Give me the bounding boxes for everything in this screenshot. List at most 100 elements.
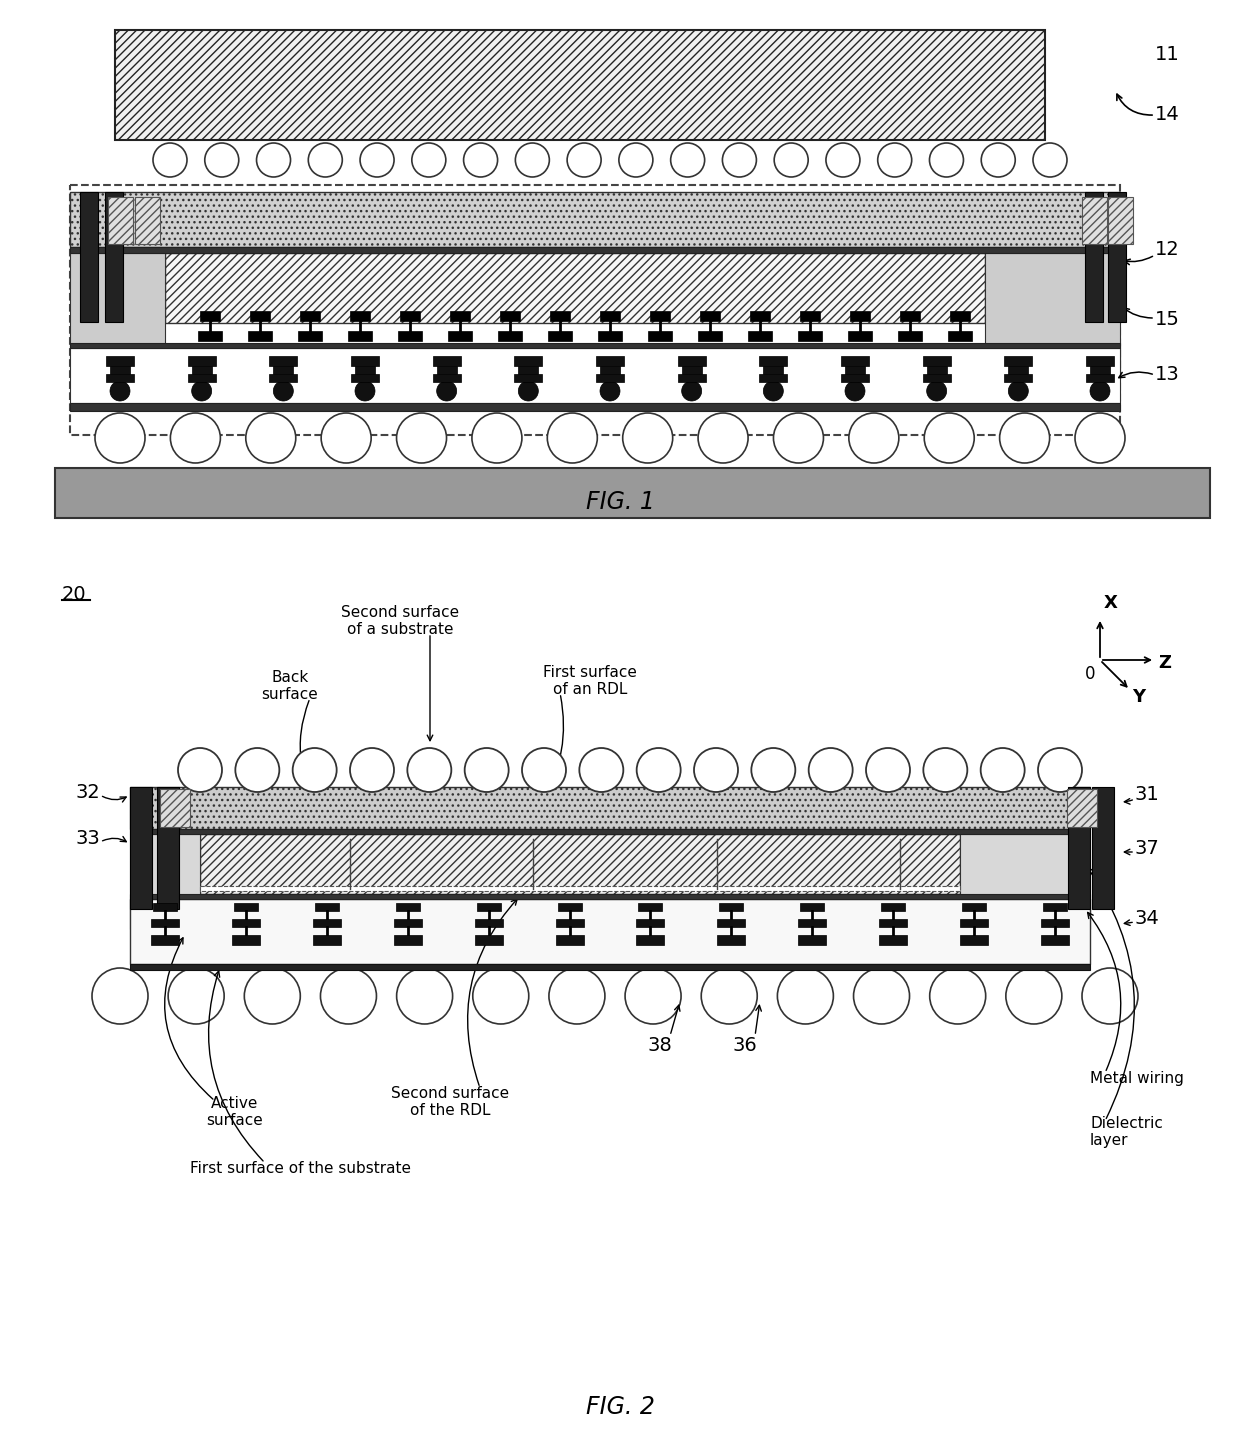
Bar [130,788,1090,830]
Circle shape [397,413,446,464]
Circle shape [682,381,702,401]
Bar [401,311,420,321]
Bar [312,918,341,927]
Ellipse shape [472,968,528,1024]
Circle shape [170,413,221,464]
Bar [130,830,1090,834]
Bar [396,902,419,911]
Bar [926,366,946,373]
Circle shape [981,142,1016,177]
Bar [748,331,773,341]
Bar [960,834,1090,928]
Bar [598,331,622,341]
Bar [898,331,923,341]
Bar [300,311,320,321]
Bar [269,373,298,382]
Bar [351,373,379,382]
Bar [1042,934,1069,944]
Circle shape [179,748,222,792]
Circle shape [698,413,748,464]
Bar [200,834,960,894]
Bar [130,894,1090,899]
Bar [312,934,341,944]
Text: 37: 37 [1135,840,1159,859]
Bar [682,366,702,373]
Bar [759,373,787,382]
Ellipse shape [1006,968,1061,1024]
Bar [105,192,123,323]
Circle shape [412,142,446,177]
Bar [962,902,986,911]
Circle shape [293,748,337,792]
Bar [1086,373,1114,382]
Circle shape [764,381,784,401]
Bar [394,918,422,927]
Circle shape [518,381,538,401]
Circle shape [1038,748,1083,792]
Bar [718,918,745,927]
Circle shape [436,381,456,401]
Bar [130,788,153,910]
Text: Second surface
of a substrate: Second surface of a substrate [341,604,459,638]
Circle shape [273,381,294,401]
Circle shape [600,381,620,401]
Text: 20: 20 [62,586,87,604]
Ellipse shape [930,968,986,1024]
Circle shape [808,748,853,792]
Text: Z: Z [1158,654,1171,671]
Circle shape [926,381,946,401]
Bar [1109,192,1126,323]
Bar [394,934,422,944]
Bar [923,356,951,366]
Bar [151,918,179,927]
Circle shape [110,381,130,401]
Text: Y: Y [1132,689,1145,706]
Ellipse shape [397,968,453,1024]
Circle shape [355,381,374,401]
Ellipse shape [853,968,909,1024]
Bar [548,331,572,341]
Bar [200,311,219,321]
Bar [130,963,1090,971]
Bar [105,356,134,366]
Bar [1008,366,1028,373]
Bar [800,902,825,911]
Bar [248,331,272,341]
Circle shape [924,748,967,792]
Bar [923,373,951,382]
Bar [135,198,160,244]
Bar [269,356,298,366]
Circle shape [153,142,187,177]
Bar [350,311,370,321]
Bar [436,366,456,373]
Bar [841,373,869,382]
Circle shape [866,748,910,792]
Text: Second surface
of the RDL: Second surface of the RDL [391,1085,510,1119]
Bar [678,356,706,366]
Bar [69,253,165,373]
Text: Back
surface: Back surface [262,670,319,702]
Bar [1083,198,1107,244]
Bar [600,366,620,373]
Circle shape [321,413,371,464]
Bar [398,331,422,341]
Bar [433,373,461,382]
Bar [298,331,322,341]
Bar [950,311,970,321]
Circle shape [516,142,549,177]
Bar [1066,789,1097,827]
Bar [1004,356,1033,366]
Circle shape [547,413,598,464]
Circle shape [360,142,394,177]
Bar [1109,198,1133,244]
Circle shape [619,142,653,177]
Text: 13: 13 [1154,365,1179,384]
Bar [515,356,542,366]
Circle shape [192,381,212,401]
Bar [165,253,985,323]
Bar [69,247,1120,253]
Text: FIG. 2: FIG. 2 [585,1395,655,1420]
Circle shape [95,413,145,464]
Circle shape [774,413,823,464]
Circle shape [981,748,1024,792]
